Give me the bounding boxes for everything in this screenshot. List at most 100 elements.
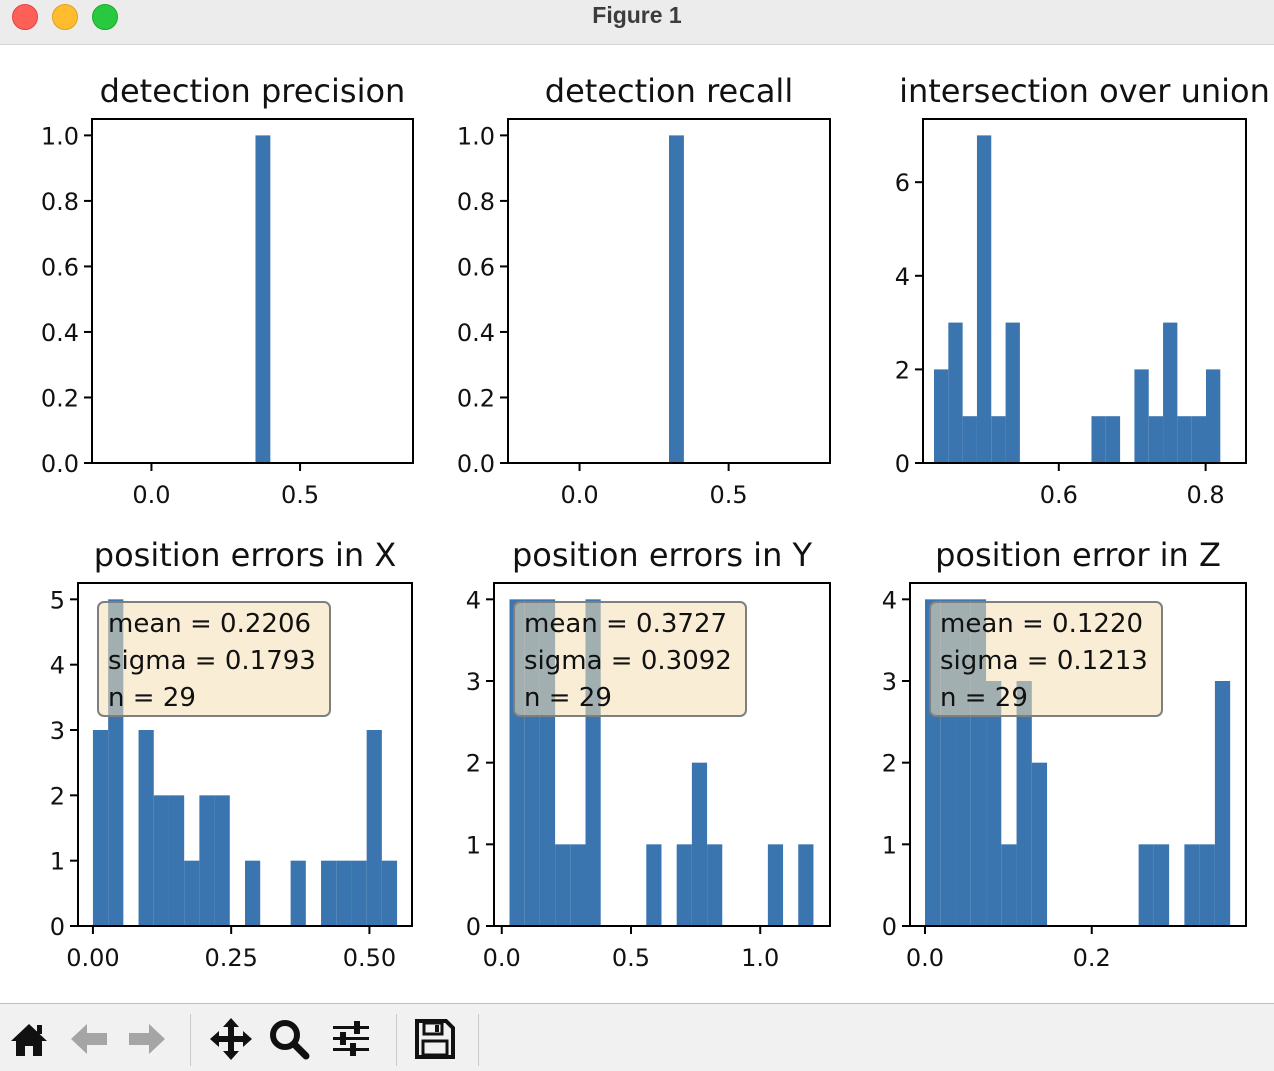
subplot-title: intersection over union — [899, 72, 1270, 110]
histogram-bar — [646, 844, 662, 926]
x-tick-label: 0.8 — [1187, 481, 1225, 509]
subplot-title: position error in Z — [935, 536, 1221, 574]
histogram-bar — [1214, 681, 1231, 926]
histogram-bar — [1138, 844, 1154, 926]
y-tick-label: 1 — [882, 831, 897, 859]
window-close-button[interactable] — [12, 4, 38, 30]
stats-line: n = 29 — [108, 683, 196, 713]
y-tick-label: 1.0 — [41, 122, 79, 150]
home-button[interactable] — [6, 1016, 52, 1062]
configure-subplots-button[interactable] — [328, 1016, 374, 1062]
y-tick-label: 0.6 — [41, 253, 79, 281]
histogram-bar — [290, 860, 306, 926]
stats-line: n = 29 — [940, 683, 1028, 713]
subplot-1: 0.0 0.5 0.0 0.2 0.4 0.6 0.8 1.0 detection precis… — [41, 72, 414, 509]
y-tick-label: 2 — [466, 750, 481, 778]
histogram-bar — [153, 795, 169, 926]
y-tick-label: 1.0 — [457, 122, 495, 150]
forward-button[interactable] — [124, 1016, 170, 1062]
histogram-bar — [948, 322, 963, 463]
window-maximize-button[interactable] — [92, 4, 118, 30]
y-tick-label: 2 — [882, 750, 897, 778]
stats-line: sigma = 0.3092 — [524, 646, 732, 676]
histogram-bar — [676, 844, 692, 926]
x-tick-label: 0.6 — [1040, 481, 1078, 509]
histogram-bar — [199, 795, 215, 926]
subplot-title: position errors in X — [94, 536, 397, 574]
x-tick-label: 0.0 — [132, 481, 170, 509]
histogram-bar — [184, 860, 200, 926]
toolbar-separator — [190, 1014, 191, 1066]
histogram-bar — [168, 795, 185, 926]
stats-line: sigma = 0.1793 — [108, 646, 316, 676]
histogram-bar — [767, 844, 784, 926]
histogram-bar — [976, 135, 992, 463]
stats-box — [97, 601, 331, 717]
y-tick-label: 2 — [50, 782, 65, 810]
histogram-bar — [1001, 844, 1017, 926]
y-tick-label: 1 — [466, 831, 481, 859]
y-tick-label: 1 — [50, 848, 65, 876]
navigation-toolbar — [0, 1003, 1274, 1071]
histogram-bar — [336, 860, 352, 926]
histogram-bar — [991, 416, 1006, 463]
stats-line: n = 29 — [524, 683, 612, 713]
stats-box — [929, 601, 1163, 717]
window-minimize-button[interactable] — [52, 4, 78, 30]
histogram-bar — [1091, 416, 1106, 463]
axes-frame — [91, 118, 414, 464]
histogram-bar — [1031, 762, 1048, 926]
axes-frame — [493, 582, 831, 927]
pan-button[interactable] — [208, 1016, 254, 1062]
save-button[interactable] — [412, 1016, 458, 1062]
histogram-bar — [1105, 416, 1121, 463]
y-tick-label: 3 — [882, 668, 897, 696]
histogram-bar — [214, 795, 230, 926]
home-icon — [11, 1024, 47, 1056]
toolbar-separator — [396, 1014, 397, 1066]
move-icon — [210, 1018, 252, 1060]
y-tick-label: 4 — [895, 263, 910, 291]
window-title: Figure 1 — [592, 2, 682, 28]
stats-line: mean = 0.3727 — [524, 609, 727, 639]
histogram-bar — [986, 681, 1002, 926]
zoom-button[interactable] — [266, 1016, 312, 1062]
y-tick-label: 6 — [895, 169, 910, 197]
x-tick-label: 0.0 — [906, 944, 944, 972]
subplot-2: 0.0 0.5 0.0 0.2 0.4 0.6 0.8 1.0 detection recall — [457, 72, 831, 509]
magnifier-icon — [270, 1020, 310, 1060]
floppy-disk-icon — [415, 1019, 455, 1059]
histogram-bar — [351, 860, 367, 926]
axes-frame — [922, 118, 1247, 464]
subplot-title: position errors in Y — [512, 536, 813, 574]
window-titlebar: Figure 1 — [0, 0, 1274, 45]
histogram-bar — [691, 762, 708, 926]
x-tick-label: 0.2 — [1073, 944, 1111, 972]
axes-frame — [909, 582, 1247, 927]
y-tick-label: 0.0 — [41, 450, 79, 478]
x-tick-label: 0.0 — [483, 944, 521, 972]
y-tick-label: 3 — [466, 668, 481, 696]
stats-line: mean = 0.1220 — [940, 609, 1143, 639]
histogram-bar — [255, 135, 271, 463]
stats-box — [513, 601, 747, 717]
y-tick-label: 0 — [50, 913, 65, 941]
y-tick-label: 0.0 — [457, 450, 495, 478]
y-tick-label: 0 — [466, 913, 481, 941]
histogram-bar — [570, 844, 586, 926]
histogram-bar — [1205, 369, 1221, 463]
y-tick-label: 4 — [50, 652, 65, 680]
histogram-bar — [1153, 844, 1170, 926]
y-tick-label: 0.4 — [457, 319, 495, 347]
subplot-title: detection recall — [545, 72, 793, 110]
x-tick-label: 0.50 — [343, 944, 396, 972]
histogram-bar — [1177, 416, 1192, 463]
x-tick-label: 0.0 — [560, 481, 598, 509]
subplot-6: mean = 0.1220 sigma = 0.1213 n = 29 0.0 0.2 0… — [882, 536, 1247, 972]
subplot-5: mean = 0.3727 sigma = 0.3092 n = 29 0.0 0.5 1… — [466, 536, 831, 972]
histogram-bar — [1163, 322, 1178, 463]
back-button[interactable] — [66, 1016, 112, 1062]
subplot-4: mean = 0.2206 sigma = 0.1793 n = 29 0.00 0.2… — [50, 536, 413, 972]
histogram-bar — [1184, 844, 1200, 926]
stats-line: sigma = 0.1213 — [940, 646, 1148, 676]
